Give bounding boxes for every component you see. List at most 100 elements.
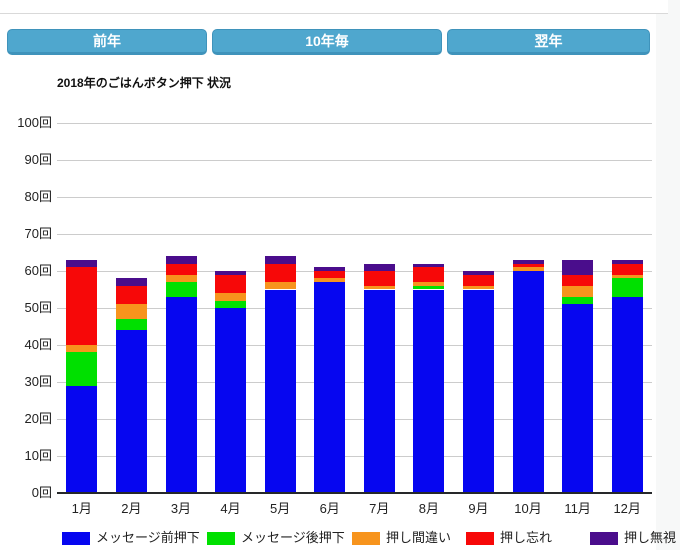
decade-button[interactable]: 10年毎 <box>212 29 442 55</box>
bar-segment[interactable] <box>66 352 98 386</box>
gridline <box>57 234 652 235</box>
bar-segment[interactable] <box>115 285 147 305</box>
bar-segment[interactable] <box>562 296 594 305</box>
year-nav-toolbar: 前年 10年毎 翌年 <box>7 29 650 55</box>
bar-segment[interactable] <box>314 271 346 279</box>
bar-segment[interactable] <box>463 289 494 493</box>
legend-swatch <box>207 531 235 545</box>
bar-segment[interactable] <box>413 263 445 268</box>
bar-segment[interactable] <box>115 278 147 286</box>
y-axis-label: 50回 <box>24 300 52 315</box>
bar-segment[interactable] <box>562 259 594 275</box>
y-axis-label: 60回 <box>24 263 52 278</box>
bar-segment[interactable] <box>363 271 395 286</box>
bar-segment[interactable] <box>413 282 445 286</box>
bar-segment[interactable] <box>264 282 296 290</box>
bar-segment[interactable] <box>66 385 98 493</box>
bar-segment[interactable] <box>611 263 643 275</box>
bar-segment[interactable] <box>215 271 246 275</box>
bar-segment[interactable] <box>314 267 346 271</box>
x-axis-label: 12月 <box>613 501 641 516</box>
bar-segment[interactable] <box>215 300 246 308</box>
bar-segment[interactable] <box>215 308 246 493</box>
y-axis-label: 30回 <box>24 374 52 389</box>
bar-segment[interactable] <box>165 282 197 297</box>
bar-segment[interactable] <box>66 259 98 268</box>
bar-segment[interactable] <box>115 330 147 493</box>
gridline <box>57 197 652 198</box>
bar-segment[interactable] <box>413 285 445 290</box>
bar-segment[interactable] <box>363 263 395 271</box>
legend-item[interactable]: 押し無視 <box>590 531 676 545</box>
bar-segment[interactable] <box>165 274 197 283</box>
legend-label: メッセージ前押下 <box>96 530 200 545</box>
legend-label: メッセージ後押下 <box>241 530 345 545</box>
bar-segment[interactable] <box>463 274 494 286</box>
bar-segment[interactable] <box>264 256 296 264</box>
bar-segment[interactable] <box>611 259 643 264</box>
bar-segment[interactable] <box>115 304 147 320</box>
legend-item[interactable]: メッセージ前押下 <box>62 531 200 545</box>
legend-swatch <box>62 531 90 545</box>
gridline <box>57 345 652 346</box>
bar-segment[interactable] <box>611 278 643 297</box>
bar-segment[interactable] <box>264 289 296 493</box>
bar-segment[interactable] <box>66 267 98 345</box>
next-year-button[interactable]: 翌年 <box>447 29 650 55</box>
bar-segment[interactable] <box>215 274 246 294</box>
x-axis-label: 10月 <box>514 501 542 516</box>
gridline <box>57 308 652 309</box>
bar-segment[interactable] <box>512 267 544 271</box>
bar-segment[interactable] <box>611 296 643 493</box>
bar-segment[interactable] <box>264 263 296 283</box>
x-axis-label: 11月 <box>564 501 591 516</box>
bar-segment[interactable] <box>562 285 594 297</box>
bar-segment[interactable] <box>215 293 246 301</box>
bar-segment[interactable] <box>314 282 346 493</box>
legend-item[interactable]: メッセージ後押下 <box>207 531 345 545</box>
top-divider-bar <box>0 0 668 14</box>
bar-segment[interactable] <box>165 296 197 493</box>
gridline <box>57 271 652 272</box>
bar-segment[interactable] <box>512 259 544 264</box>
bar-segment[interactable] <box>363 289 395 493</box>
prev-year-button[interactable]: 前年 <box>7 29 207 55</box>
bar-segment[interactable] <box>463 285 494 290</box>
bar-segment[interactable] <box>165 256 197 264</box>
x-axis-label: 2月 <box>121 501 142 516</box>
legend-item[interactable]: 押し間違い <box>352 531 451 545</box>
bar-segment[interactable] <box>165 263 197 275</box>
x-axis-label: 3月 <box>170 501 192 516</box>
x-axis-line <box>57 492 652 494</box>
bar-segment[interactable] <box>512 263 544 268</box>
legend-item[interactable]: 押し忘れ <box>466 531 552 545</box>
bar-segment[interactable] <box>363 285 395 290</box>
x-axis-label: 7月 <box>369 501 390 516</box>
gridline <box>57 160 652 161</box>
y-axis-label: 20回 <box>24 411 52 426</box>
bar-segment[interactable] <box>314 278 346 283</box>
y-axis-label: 70回 <box>24 226 52 241</box>
bar-segment[interactable] <box>115 319 147 331</box>
legend-swatch <box>466 531 494 545</box>
bar-segment[interactable] <box>611 274 643 279</box>
bar-segment[interactable] <box>66 345 98 353</box>
legend-label: 押し忘れ <box>500 530 553 545</box>
bar-segment[interactable] <box>413 289 445 493</box>
bar-segment[interactable] <box>562 304 594 493</box>
legend-label: 押し無視 <box>624 530 677 545</box>
legend-label: 押し間違い <box>386 530 452 545</box>
gridline <box>57 419 652 420</box>
y-axis-label: 0回 <box>31 485 52 500</box>
legend-swatch <box>352 531 380 545</box>
y-axis-label: 10回 <box>24 448 52 463</box>
gridline <box>57 456 652 457</box>
bar-segment[interactable] <box>463 271 494 275</box>
bar-segment[interactable] <box>512 271 544 493</box>
y-axis-label: 90回 <box>24 152 52 167</box>
y-axis-label: 80回 <box>24 189 52 204</box>
bar-segment[interactable] <box>413 267 445 283</box>
y-axis-label: 100回 <box>17 115 52 130</box>
bar-segment[interactable] <box>562 274 594 286</box>
